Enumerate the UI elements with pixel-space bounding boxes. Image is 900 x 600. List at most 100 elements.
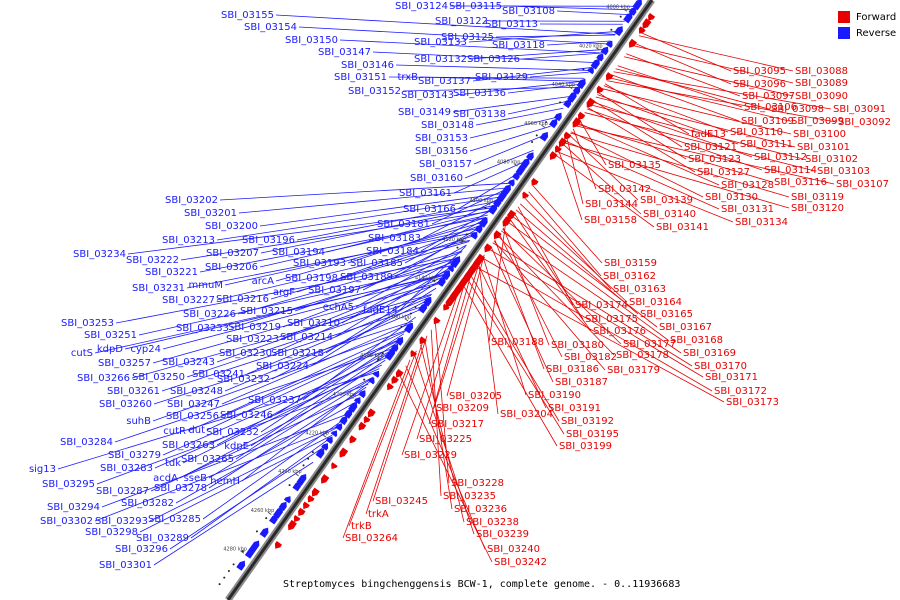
reverse-gene-label: suhB [126,416,151,427]
leader-line [150,392,363,492]
scale-tick [295,473,299,477]
reverse-gene-label: SBI_03252 [206,427,259,438]
forward-gene-label: SBI_03176 [593,326,646,337]
scale-tick-label: 4260 kbp [251,508,275,514]
scale-tick-label: 4040 kbp [552,82,576,88]
forward-gene-arrow [349,435,357,444]
leader-line [365,341,424,515]
forward-gene-arrow [502,216,512,227]
leader-line [492,242,693,367]
reverse-gene-label: kdpE [224,441,249,452]
scale-tick [240,550,245,554]
forward-gene-arrow [358,421,367,431]
reverse-gene-label: SBI_03161 [399,188,452,199]
leader-line [507,221,669,341]
reverse-gene-arrow [259,527,269,538]
reverse-gene-label: SBI_03295 [42,479,95,490]
leader-line [237,250,463,315]
scale-tick [349,395,354,399]
reverse-gene-label: SBI_03138 [453,109,506,120]
forward-gene-arrow [549,151,558,160]
leader-line [498,233,563,358]
leader-line [216,196,501,241]
leader-line [114,347,394,443]
leader-line [452,95,572,113]
forward-gene-label: SBI_03228 [451,478,504,489]
reverse-gene-arrow [325,436,333,445]
reverse-gene-label: SBI_03108 [502,6,555,17]
leader-line [481,257,713,392]
leader-line [595,96,796,148]
forward-gene-label: SBI_03112 [754,152,807,163]
leader-line [153,461,314,566]
leader-line [186,295,432,378]
gene-arrows [218,0,656,586]
legend-forward-label: Forward [856,11,897,23]
forward-gene-arrow [522,191,530,199]
reverse-gene-label: SBI_03198 [285,273,338,284]
leader-line [274,333,405,416]
reverse-gene-arrow [335,423,343,432]
leader-line [558,149,583,221]
forward-gene-label: SBI_03089 [795,78,848,89]
reverse-gene-arrow [269,514,278,525]
forward-gene-label: SBI_03103 [817,166,870,177]
forward-gene-arrow [558,137,568,148]
leader-line [632,44,794,84]
reverse-gene-label: tdk [165,458,181,469]
leader-line [199,217,487,273]
forward-gene-label: SBI_03100 [793,129,846,140]
reverse-gene-label: SBI_03132 [414,54,467,65]
scale-tick-label: 4020 kbp [579,43,603,49]
forward-gene-label: SBI_03235 [443,491,496,502]
strand-legend: Forward Reverse [838,9,896,41]
forward-gene-label: SBI_03134 [735,217,788,228]
forward-gene-arrow [484,243,493,253]
leader-line [127,207,493,255]
leader-line [611,74,740,122]
leader-line [638,35,794,72]
reverse-gene-label: SBI_03218 [271,348,324,359]
reverse-gene-arrow [478,217,488,228]
tick-dot [484,206,487,209]
reverse-gene-arrow [600,46,609,56]
reverse-gene-label: SBI_03227 [162,295,215,306]
forward-gene-label: SBI_03102 [805,154,858,165]
leader-line [603,85,729,133]
forward-gene-label: SBI_03188 [491,337,544,348]
reverse-gene-label: SBI_03257 [98,358,151,369]
scale-tick [595,47,600,51]
reverse-gene-label: SBI_03287 [96,486,149,497]
reverse-gene-arrow [539,131,549,142]
reverse-gene-arrow [596,53,604,62]
leader-line [609,77,790,122]
reverse-gene-label: SBI_03197 [308,285,361,296]
reverse-gene-arrow [587,67,594,75]
leader-line [348,350,417,527]
leader-line [405,365,486,550]
legend-forward: Forward [838,9,896,25]
forward-gene-arrow [303,501,310,509]
tick-dot [232,563,235,566]
forward-gene-label: SBI_03090 [795,91,848,102]
leader-line [568,134,639,201]
reverse-gene-label: SBI_03260 [99,399,152,410]
leader-line [617,65,743,108]
leader-line [152,281,441,364]
leader-line [424,338,453,510]
forward-gene-label: SBI_03101 [797,142,850,153]
reverse-gene-label: SBI_03146 [341,60,394,71]
leader-line [532,185,603,264]
reverse-gene-arrow [418,303,428,314]
leader-line [554,154,655,228]
forward-gene-arrow [648,13,656,21]
reverse-gene-label: kdpD [97,344,123,355]
leader-line [615,68,770,110]
leader-line [477,263,547,409]
forward-gene-label: SBI_03141 [656,222,709,233]
forward-gene-label: SBI_03162 [603,271,656,282]
reverse-gene-label: sseB [184,473,208,484]
forward-gene-arrow [293,514,301,522]
leader-line [566,137,584,205]
forward-gene-label: SBI_03217 [431,419,484,430]
